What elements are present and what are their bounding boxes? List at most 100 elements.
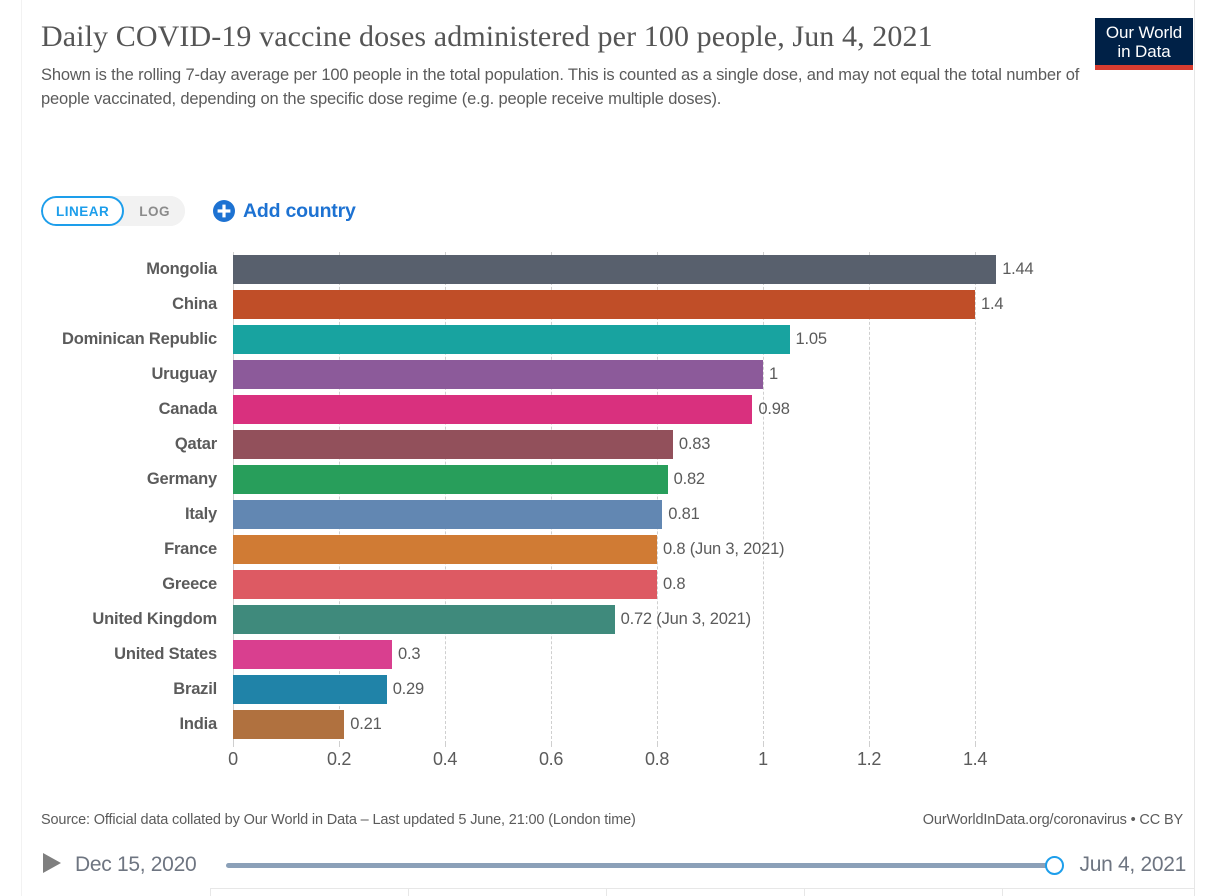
bar-container: 0.21 (233, 710, 382, 739)
x-tick-mark (445, 741, 446, 747)
x-tick-1.4: 1.4 (962, 749, 988, 769)
x-tick-0.8: 0.8 (644, 749, 670, 769)
bottom-tick-6 (1194, 888, 1195, 896)
bar-label-germany: Germany (146, 470, 217, 488)
bar-container: 0.72 (Jun 3, 2021) (233, 605, 751, 634)
bar-row[interactable]: Canada 0.98 (0, 392, 1216, 427)
card-left-border (21, 0, 22, 896)
bar[interactable] (233, 430, 673, 459)
timeline-slider[interactable] (226, 854, 1064, 876)
bar[interactable] (233, 605, 615, 634)
bar[interactable] (233, 290, 975, 319)
x-tick-mark (869, 741, 870, 747)
bar-container: 0.81 (233, 500, 700, 529)
bar-row[interactable]: China 1.4 (0, 287, 1216, 322)
bar[interactable] (233, 255, 997, 284)
bar-container: 0.83 (233, 430, 710, 459)
bottom-divider (210, 888, 1194, 889)
bar-container: 1.4 (233, 290, 1004, 319)
bottom-tick-4 (804, 888, 805, 896)
x-tick-mark (233, 741, 234, 747)
bar-row[interactable]: Mongolia 1.44 (0, 252, 1216, 287)
timeline-start-date: Dec 15, 2020 (75, 853, 197, 876)
add-country-button[interactable]: Add country (213, 200, 356, 223)
scale-option-linear[interactable]: LINEAR (41, 196, 125, 226)
chart-controls: LINEAR LOG Add country (41, 196, 356, 226)
bar[interactable] (233, 640, 392, 669)
bar-row[interactable]: India 0.21 (0, 707, 1216, 742)
bar-row[interactable]: Uruguay 1 (0, 357, 1216, 392)
bottom-tick-3 (606, 888, 607, 896)
bar[interactable] (233, 675, 387, 704)
gridline-0.2 (339, 252, 341, 744)
bar-row[interactable]: Qatar 0.83 (0, 427, 1216, 462)
bottom-tick-2 (408, 888, 409, 896)
bar-value-label: 0.82 (673, 470, 706, 488)
bar-value-label: 1.05 (795, 330, 828, 348)
bar[interactable] (233, 360, 763, 389)
timeline-end-date: Jun 4, 2021 (1079, 853, 1187, 876)
add-country-label: Add country (243, 199, 356, 222)
timeline-control: Dec 15, 2020 Jun 4, 2021 (36, 845, 1186, 885)
bar-container: 1.05 (233, 325, 827, 354)
bottom-tick-1 (210, 888, 211, 896)
x-tick-1.2: 1.2 (856, 749, 882, 769)
bar[interactable] (233, 500, 663, 529)
gridline-0.4 (445, 252, 447, 744)
scale-option-log[interactable]: LOG (124, 196, 185, 226)
bar-row[interactable]: Greece 0.8 (0, 567, 1216, 602)
attribution-text[interactable]: OurWorldInData.org/coronavirus • CC BY (922, 812, 1183, 828)
x-tick-mark (763, 741, 764, 747)
bar-row[interactable]: France 0.8 (Jun 3, 2021) (0, 532, 1216, 567)
bar-row[interactable]: Germany 0.82 (0, 462, 1216, 497)
bar-container: 0.82 (233, 465, 705, 494)
scale-toggle[interactable]: LINEAR LOG (41, 196, 185, 226)
owid-logo-line1: Our World (1105, 23, 1183, 42)
x-tick-0.6: 0.6 (538, 749, 564, 769)
bar[interactable] (233, 395, 753, 424)
bar-value-label: 0.81 (668, 505, 700, 523)
bar-value-label: 1.44 (1002, 260, 1034, 278)
bar-label-uruguay: Uruguay (151, 365, 217, 383)
bar-value-label: 0.8 (663, 575, 686, 593)
bar-row[interactable]: Dominican Republic 1.05 (0, 322, 1216, 357)
bar-label-dominican-republic: Dominican Republic (61, 330, 217, 348)
bar-row[interactable]: United States 0.3 (0, 637, 1216, 672)
bar[interactable] (233, 535, 657, 564)
bar[interactable] (233, 325, 790, 354)
bar-row[interactable]: Italy 0.81 (0, 497, 1216, 532)
card-right-border (1194, 0, 1195, 896)
bar-label-united-kingdom: United Kingdom (92, 610, 217, 628)
x-tick-mark (975, 741, 976, 747)
timeline-slider-track[interactable] (226, 862, 1048, 868)
bar-row[interactable]: United Kingdom 0.72 (Jun 3, 2021) (0, 602, 1216, 637)
bar-container: 1.44 (233, 255, 1034, 284)
chart-subtitle: Shown is the rolling 7-day average per 1… (41, 66, 1080, 108)
x-tick-0: 0 (228, 749, 238, 769)
play-button[interactable] (36, 850, 66, 880)
bar-value-label: 1.4 (981, 295, 1004, 313)
bar-value-label: 0.3 (398, 645, 421, 663)
bar-label-india: India (179, 715, 217, 733)
owid-logo[interactable]: Our World in Data (1095, 18, 1193, 71)
source-text: Source: Official data collated by Our Wo… (41, 812, 636, 828)
chart-gridlines (0, 252, 1216, 747)
bar[interactable] (233, 465, 668, 494)
x-tick-mark (339, 741, 340, 747)
gridline-0.8 (657, 252, 659, 744)
bar-chart: Mongolia 1.44 China 1.4 Dominican Republic 1.… (0, 252, 1216, 797)
gridline-1.2 (869, 252, 871, 744)
chart-footer: Source: Official data collated by Our Wo… (41, 812, 1185, 828)
timeline-slider-handle[interactable] (1044, 855, 1064, 875)
gridline-1 (763, 252, 765, 744)
bar[interactable] (233, 710, 345, 739)
bar-rows: Mongolia 1.44 China 1.4 Dominican Republic 1.… (0, 252, 1216, 742)
bar-row[interactable]: Brazil 0.29 (0, 672, 1216, 707)
bar-value-label: 0.29 (392, 680, 425, 698)
bar-value-label: 0.98 (758, 400, 790, 418)
gridline-1.4 (975, 252, 977, 744)
bar[interactable] (233, 570, 657, 599)
bottom-tick-5 (1002, 888, 1003, 896)
plus-circle-icon (213, 200, 235, 222)
bar-container: 0.8 (Jun 3, 2021) (233, 535, 785, 564)
